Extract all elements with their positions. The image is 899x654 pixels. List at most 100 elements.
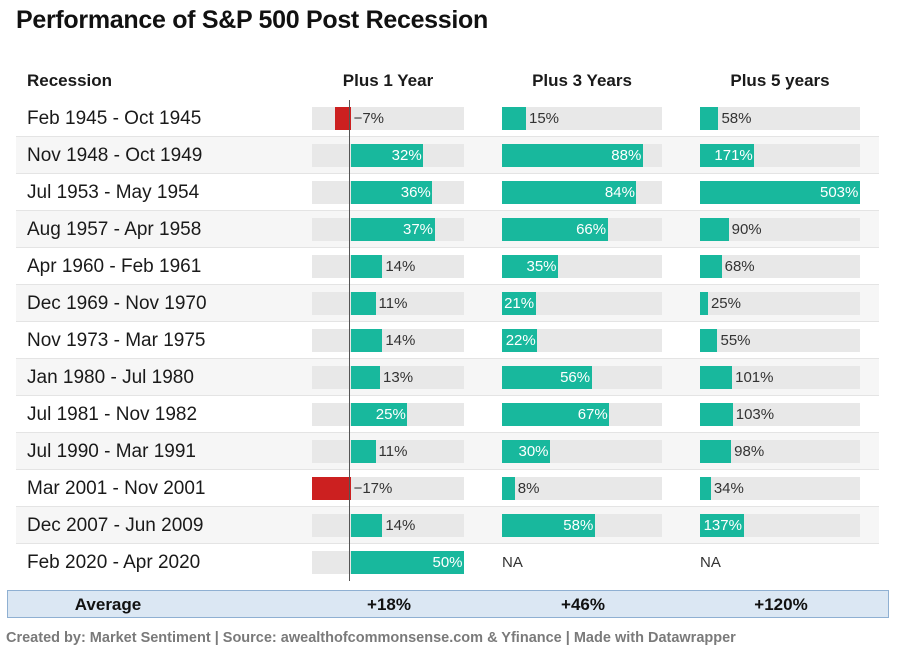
- value-label-plus-3-years: 22%: [506, 329, 535, 352]
- value-label-plus-5-years: 58%: [721, 107, 751, 130]
- bar-plus-5-years: [700, 403, 733, 426]
- value-label-plus-3-years: 67%: [578, 403, 607, 426]
- value-label-plus-1-year: 14%: [385, 514, 415, 537]
- recession-label: Apr 1960 - Feb 1961: [27, 248, 201, 285]
- value-label-plus-5-years: 137%: [704, 514, 741, 537]
- bar-track-plus-1-year: 25%: [312, 403, 464, 426]
- bar-plus-5-years: [700, 218, 729, 241]
- value-label-plus-3-years: 35%: [527, 255, 556, 278]
- table-row: Dec 2007 - Jun 2009 14% 58% 137%: [16, 507, 879, 544]
- value-label-plus-5-years: 171%: [714, 144, 751, 167]
- bar-track-plus-1-year: 13%: [312, 366, 464, 389]
- bar-plus-1-year: [351, 366, 380, 389]
- table-row: Feb 1945 - Oct 1945 −7% 15% 58%: [16, 100, 879, 137]
- bar-track-plus-1-year: −7%: [312, 107, 464, 130]
- zero-baseline: [349, 100, 350, 581]
- bar-track-plus-1-year: 36%: [312, 181, 464, 204]
- recession-label: Jan 1980 - Jul 1980: [27, 359, 194, 396]
- bar-track-plus-1-year: 50%: [312, 551, 464, 574]
- recession-label: Aug 1957 - Apr 1958: [27, 211, 201, 248]
- bar-track-plus-3-years: 21%: [502, 292, 662, 315]
- bar-track-plus-5-years: 68%: [700, 255, 860, 278]
- bar-plus-5-years: [700, 440, 731, 463]
- bar-track-plus-1-year: 11%: [312, 440, 464, 463]
- bar-plus-1-year: [351, 292, 376, 315]
- value-label-plus-5-years: 68%: [725, 255, 755, 278]
- recession-label: Jul 1981 - Nov 1982: [27, 396, 197, 433]
- bar-plus-3-years: [502, 477, 515, 500]
- bar-track-plus-3-years: 67%: [502, 403, 662, 426]
- bar-track-plus-5-years: 103%: [700, 403, 860, 426]
- bar-track-plus-3-years: 35%: [502, 255, 662, 278]
- table-row: Feb 2020 - Apr 2020 50% NA NA: [16, 544, 879, 581]
- value-label-plus-5-years: 103%: [736, 403, 774, 426]
- value-label-plus-3-years: 58%: [563, 514, 592, 537]
- header-plus-3-years: Plus 3 Years: [482, 70, 682, 92]
- bar-track-plus-1-year: 14%: [312, 514, 464, 537]
- recession-label: Jul 1953 - May 1954: [27, 174, 199, 211]
- recession-label: Nov 1973 - Mar 1975: [27, 322, 206, 359]
- bar-track-plus-3-years: 22%: [502, 329, 662, 352]
- bar-track-plus-5-years: 503%: [700, 181, 860, 204]
- na-label-plus-5-years: NA: [700, 544, 721, 581]
- bar-track-plus-1-year: 37%: [312, 218, 464, 241]
- bar-track-plus-1-year: 32%: [312, 144, 464, 167]
- value-label-plus-3-years: 84%: [605, 181, 634, 204]
- table-row: Nov 1973 - Mar 1975 14% 22% 55%: [16, 322, 879, 359]
- bar-plus-5-years: [700, 329, 717, 352]
- table-row: Aug 1957 - Apr 1958 37% 66% 90%: [16, 211, 879, 248]
- average-plus-1-year: +18%: [289, 591, 489, 617]
- value-label-plus-5-years: 98%: [734, 440, 764, 463]
- value-label-plus-3-years: 8%: [518, 477, 540, 500]
- value-label-plus-1-year: 11%: [379, 292, 408, 315]
- recession-label: Dec 1969 - Nov 1970: [27, 285, 207, 322]
- table-row: Jul 1981 - Nov 1982 25% 67% 103%: [16, 396, 879, 433]
- value-label-plus-1-year: −7%: [354, 107, 384, 130]
- recession-label: Mar 2001 - Nov 2001: [27, 470, 206, 507]
- footer-credits: Created by: Market Sentiment | Source: a…: [6, 630, 736, 646]
- bar-track-plus-3-years: 58%: [502, 514, 662, 537]
- bar-track-plus-3-years: 30%: [502, 440, 662, 463]
- recession-label: Feb 2020 - Apr 2020: [27, 544, 200, 581]
- table-row: Mar 2001 - Nov 2001 −17% 8% 34%: [16, 470, 879, 507]
- bar-plus-5-years: [700, 107, 718, 130]
- value-label-plus-3-years: 15%: [529, 107, 559, 130]
- bar-plus-5-years: [700, 255, 722, 278]
- bar-track-plus-5-years: 25%: [700, 292, 860, 315]
- bar-track-plus-5-years: 34%: [700, 477, 860, 500]
- bar-track-plus-3-years: 8%: [502, 477, 662, 500]
- bar-plus-5-years: [700, 292, 708, 315]
- value-label-plus-1-year: 14%: [385, 255, 415, 278]
- chart-table: Feb 1945 - Oct 1945 −7% 15% 58% Nov 1948 - O…: [16, 100, 879, 581]
- table-row: Apr 1960 - Feb 1961 14% 35% 68%: [16, 248, 879, 285]
- value-label-plus-3-years: 66%: [576, 218, 605, 241]
- table-row: Dec 1969 - Nov 1970 11% 21% 25%: [16, 285, 879, 322]
- header-plus-1-year: Plus 1 Year: [288, 70, 488, 92]
- bar-track-plus-3-years: 56%: [502, 366, 662, 389]
- value-label-plus-3-years: 56%: [560, 366, 589, 389]
- value-label-plus-3-years: 21%: [504, 292, 533, 315]
- table-row: Jul 1990 - Mar 1991 11% 30% 98%: [16, 433, 879, 470]
- value-label-plus-1-year: 14%: [385, 329, 415, 352]
- bar-track-plus-1-year: 14%: [312, 255, 464, 278]
- recession-label: Dec 2007 - Jun 2009: [27, 507, 203, 544]
- value-label-plus-5-years: 25%: [711, 292, 741, 315]
- bar-track-plus-5-years: 137%: [700, 514, 860, 537]
- bar-track-plus-1-year: −17%: [312, 477, 464, 500]
- bar-track-plus-5-years: 171%: [700, 144, 860, 167]
- recession-label: Feb 1945 - Oct 1945: [27, 100, 201, 137]
- bar-plus-1-year: [351, 514, 383, 537]
- value-label-plus-5-years: 503%: [820, 181, 857, 204]
- bar-track-plus-3-years: 66%: [502, 218, 662, 241]
- header-recession: Recession: [27, 70, 112, 92]
- value-label-plus-3-years: 88%: [611, 144, 640, 167]
- bar-track-plus-1-year: 14%: [312, 329, 464, 352]
- average-label: Average: [8, 591, 208, 617]
- bar-track-plus-5-years: 101%: [700, 366, 860, 389]
- bar-plus-1-year: [351, 255, 383, 278]
- bar-plus-1-year: [312, 477, 351, 500]
- bar-track-plus-3-years: 88%: [502, 144, 662, 167]
- value-label-plus-3-years: 30%: [519, 440, 548, 463]
- table-row: Nov 1948 - Oct 1949 32% 88% 171%: [16, 137, 879, 174]
- value-label-plus-5-years: 34%: [714, 477, 744, 500]
